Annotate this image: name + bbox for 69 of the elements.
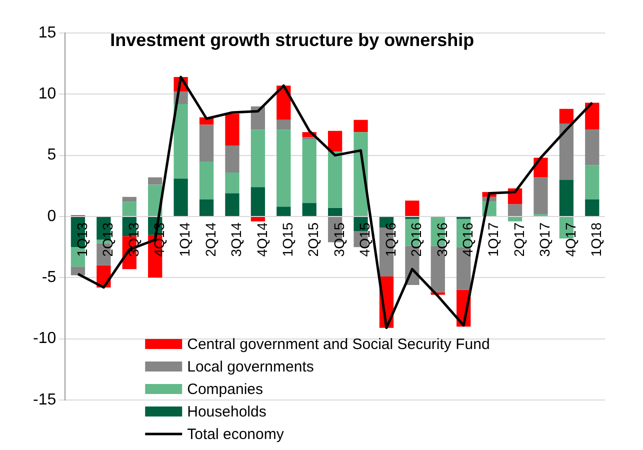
bar <box>199 199 214 216</box>
x-tick-label: 4Q14 <box>254 222 270 257</box>
bar <box>250 187 266 216</box>
bar <box>174 178 188 216</box>
x-tick-label: 4Q17 <box>562 222 578 257</box>
bar <box>405 200 420 216</box>
bar <box>122 196 136 202</box>
bar <box>225 146 240 172</box>
bar <box>122 202 136 216</box>
bar <box>328 152 342 208</box>
legend-label: Total economy <box>187 426 284 444</box>
bar <box>534 177 548 214</box>
bar <box>302 203 316 216</box>
bar <box>199 161 214 200</box>
bar <box>585 102 600 130</box>
y-tick-label: -5 <box>42 269 56 286</box>
y-tick-label: 5 <box>47 146 56 164</box>
chart-title: Investment growth structure by ownership <box>110 30 474 50</box>
bar <box>302 136 316 140</box>
x-tick-label: 2Q15 <box>305 222 322 257</box>
x-tick-label: 1Q13 <box>74 222 90 257</box>
bar <box>508 204 522 216</box>
bar <box>174 104 188 179</box>
bar <box>302 139 316 204</box>
legend-label: Households <box>187 404 266 421</box>
x-tick-label: 4Q15 <box>356 222 373 257</box>
bar <box>250 217 266 222</box>
x-tick-label: 1Q18 <box>588 222 604 257</box>
bar <box>328 130 342 152</box>
x-tick-label: 2Q17 <box>510 222 527 257</box>
bar <box>559 108 574 124</box>
y-tick-label: -10 <box>33 330 56 348</box>
x-tick-label: 1Q16 <box>382 222 398 257</box>
legend-label: Central government and Social Security Fund <box>187 336 490 354</box>
x-tick-label: 1Q15 <box>280 222 296 257</box>
y-tick-label: 15 <box>38 24 56 42</box>
bar <box>354 120 368 132</box>
x-tick-label: 2Q14 <box>202 222 218 257</box>
bar <box>585 165 600 200</box>
bar <box>199 124 214 162</box>
bar <box>585 130 600 166</box>
x-tick-label: 3Q16 <box>434 222 450 257</box>
bar <box>225 172 240 194</box>
bar <box>559 180 574 216</box>
legend-label: Local governments <box>187 358 314 376</box>
bar <box>276 206 291 216</box>
x-tick-label: 2Q16 <box>408 222 424 257</box>
y-tick-label: -15 <box>33 391 56 408</box>
bar <box>225 114 240 146</box>
y-tick-label: 10 <box>38 86 56 103</box>
x-tick-label: 3Q15 <box>330 222 347 257</box>
bar <box>328 208 342 216</box>
x-tick-label: 1Q14 <box>176 222 193 257</box>
x-tick-label: 1Q17 <box>485 222 502 257</box>
y-tick-label: 0 <box>47 208 56 225</box>
x-tick-label: 3Q14 <box>228 222 244 257</box>
legend-label: Companies <box>187 381 263 398</box>
bar <box>148 177 162 185</box>
bar <box>585 199 600 216</box>
bar <box>225 193 240 216</box>
bar <box>559 124 574 180</box>
bar <box>276 120 291 130</box>
x-tick-label: 3Q17 <box>536 222 553 257</box>
x-tick-label: 2Q13 <box>100 222 116 257</box>
bar <box>70 266 86 276</box>
bar <box>250 130 266 188</box>
bar <box>508 217 522 222</box>
x-tick-label: 4Q16 <box>459 222 476 257</box>
bar <box>276 130 291 207</box>
